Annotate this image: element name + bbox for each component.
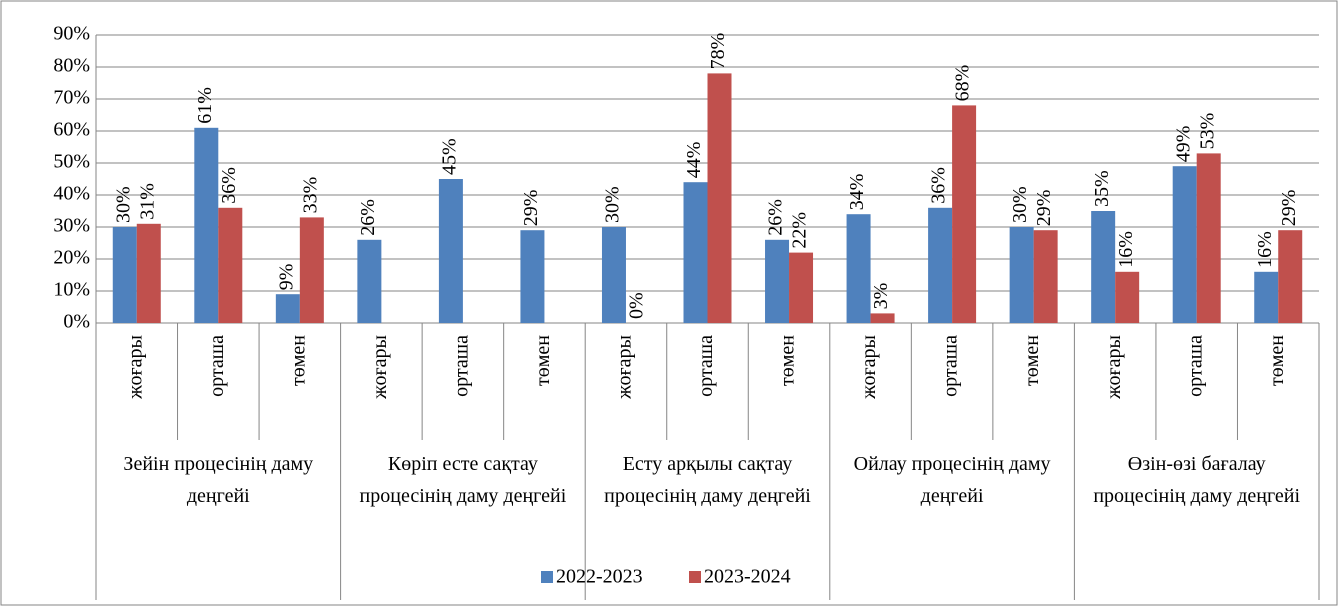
bar	[136, 223, 161, 323]
value-label: 3%	[870, 283, 892, 310]
bar	[1033, 230, 1058, 323]
bar	[952, 105, 977, 324]
legend-label: 2022-2023	[556, 566, 643, 588]
x-tick-label: төмен	[1021, 335, 1043, 386]
bar	[846, 214, 871, 323]
bar	[275, 294, 300, 323]
value-label: 33%	[299, 177, 321, 214]
x-tick-label: орташа	[695, 335, 717, 397]
value-label: 16%	[1254, 231, 1276, 268]
group-label: Зейін процесінің даму деңгейі	[123, 453, 314, 507]
x-tick-label: орташа	[206, 335, 228, 397]
value-label: 0%	[626, 292, 648, 319]
value-label: 36%	[928, 167, 950, 204]
value-label: 29%	[520, 190, 542, 227]
bar	[218, 207, 243, 323]
value-label: 35%	[1091, 170, 1113, 207]
x-tick-label: жоғары	[614, 335, 636, 400]
bar	[870, 313, 895, 323]
x-tick-label: төмен	[777, 335, 799, 386]
bar	[520, 230, 545, 323]
x-tick-label: жоғары	[1103, 335, 1125, 400]
group-label: Ойлау процесінің даму деңгейі	[853, 453, 1051, 507]
bar	[1115, 271, 1140, 323]
x-tick-label: орташа	[450, 335, 472, 397]
y-tick-label: 90%	[53, 23, 90, 45]
bar	[112, 227, 137, 323]
bar	[601, 227, 626, 323]
group-label: Өзін-өзі бағалау процесінің даму деңгейі	[1093, 453, 1301, 507]
legend-swatch	[541, 571, 553, 583]
value-label: 61%	[194, 87, 216, 124]
y-tick-label: 10%	[53, 279, 90, 301]
bar	[1196, 153, 1221, 323]
x-tick-label: төмен	[287, 335, 309, 386]
x-tick-label: орташа	[940, 335, 962, 397]
y-tick-label: 70%	[53, 87, 90, 109]
value-label: 34%	[846, 174, 868, 211]
y-tick-label: 60%	[53, 119, 90, 141]
bar	[1009, 227, 1034, 323]
bar	[765, 239, 790, 323]
y-tick-label: 80%	[53, 55, 90, 77]
value-label: 30%	[112, 186, 134, 223]
bar	[299, 217, 324, 323]
value-label: 49%	[1172, 126, 1194, 163]
x-tick-label: жоғары	[369, 335, 391, 400]
group-label: Есту арқылы сақтау процесінің даму деңге…	[604, 453, 811, 507]
value-label: 26%	[357, 199, 379, 236]
x-tick-label: жоғары	[124, 335, 146, 400]
bar	[928, 207, 953, 323]
x-tick-label: орташа	[1184, 335, 1206, 397]
value-label: 68%	[952, 65, 974, 102]
value-label: 29%	[1033, 190, 1055, 227]
value-label: 53%	[1196, 113, 1218, 150]
value-label: 44%	[683, 142, 705, 179]
bar	[194, 127, 219, 323]
value-label: 30%	[602, 186, 624, 223]
y-tick-label: 50%	[53, 151, 90, 173]
bar	[789, 252, 814, 323]
y-tick-label: 20%	[53, 247, 90, 269]
y-tick-label: 30%	[53, 215, 90, 237]
y-tick-label: 40%	[53, 183, 90, 205]
x-tick-label: жоғары	[858, 335, 880, 400]
bar	[707, 73, 732, 324]
x-tick-label: төмен	[532, 335, 554, 386]
bar	[1091, 211, 1116, 323]
value-label: 30%	[1009, 186, 1031, 223]
bar	[1254, 271, 1279, 323]
y-tick-label: 0%	[63, 311, 90, 333]
legend-label: 2023-2024	[704, 566, 791, 588]
value-label: 9%	[275, 264, 297, 291]
value-label: 31%	[136, 183, 158, 220]
bar	[438, 179, 463, 323]
group-label: Көріп есте сақтау процесінің даму деңгей…	[359, 453, 567, 507]
x-tick-label: төмен	[1266, 335, 1288, 386]
value-label: 29%	[1278, 190, 1300, 227]
value-label: 26%	[765, 199, 787, 236]
bar	[1278, 230, 1303, 323]
bar	[683, 182, 708, 323]
value-label: 78%	[707, 33, 729, 70]
value-label: 36%	[218, 167, 240, 204]
legend-swatch	[689, 571, 701, 583]
bar	[357, 239, 382, 323]
bar	[1172, 166, 1197, 323]
value-label: 16%	[1115, 231, 1137, 268]
value-label: 22%	[789, 212, 811, 249]
value-label: 45%	[438, 138, 460, 175]
